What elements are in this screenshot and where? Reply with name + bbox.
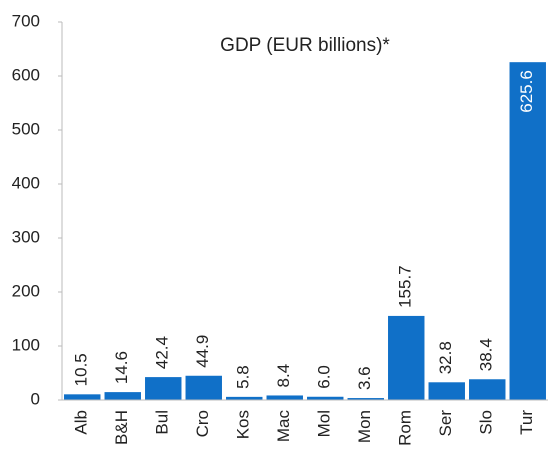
bar: [347, 398, 384, 400]
y-tick-label: 300: [12, 227, 40, 246]
data-label: 5.8: [234, 365, 253, 389]
bar: [64, 394, 101, 400]
x-tick-label: Cro: [193, 410, 212, 437]
bar: [428, 382, 465, 400]
data-label: 625.6: [517, 70, 536, 113]
y-tick-label: 100: [12, 335, 40, 354]
y-tick-label: 700: [12, 11, 40, 30]
bar: [226, 396, 263, 400]
bar: [307, 396, 344, 400]
x-tick-label: Rom: [396, 410, 415, 446]
bar: [145, 377, 182, 400]
data-label: 44.9: [193, 335, 212, 368]
x-tick-label: Ser: [436, 410, 455, 437]
data-label: 10.5: [72, 353, 91, 386]
x-tick-label: Mol: [315, 410, 334, 437]
y-tick-label: 500: [12, 119, 40, 138]
bar: [185, 375, 222, 400]
data-label: 32.8: [436, 341, 455, 374]
x-tick-label: Bul: [153, 410, 172, 435]
data-label: 6.0: [315, 365, 334, 389]
data-label: 42.4: [153, 336, 172, 369]
data-label: 38.4: [477, 338, 496, 371]
y-tick-label: 200: [12, 281, 40, 300]
y-tick-label: 600: [12, 65, 40, 84]
x-tick-label: Kos: [234, 410, 253, 439]
bar: [104, 392, 141, 400]
data-label: 3.6: [355, 366, 374, 390]
bar: [266, 395, 303, 400]
x-tick-label: B&H: [112, 410, 131, 445]
bar: [388, 315, 425, 400]
data-label: 155.7: [396, 265, 415, 308]
chart-title: GDP (EUR billions)*: [220, 35, 390, 56]
data-label: 8.4: [274, 364, 293, 388]
x-tick-label: Alb: [72, 410, 91, 435]
bar: [469, 379, 506, 400]
data-label: 14.6: [112, 351, 131, 384]
x-tick-label: Tur: [517, 410, 536, 435]
x-tick-label: Mac: [274, 410, 293, 443]
y-tick-label: 400: [12, 173, 40, 192]
y-tick-label: 0: [31, 389, 40, 408]
x-tick-label: Slo: [477, 410, 496, 435]
bar: [509, 62, 546, 401]
x-tick-label: Mon: [355, 410, 374, 443]
